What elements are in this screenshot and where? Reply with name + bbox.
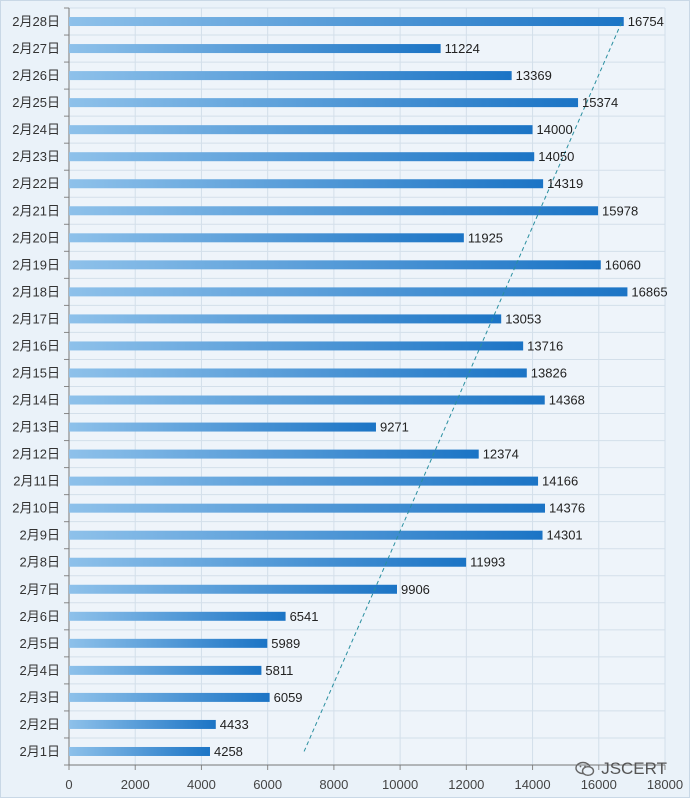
- category-label: 2月28日: [12, 14, 60, 29]
- data-label: 6059: [274, 690, 303, 705]
- data-label: 14376: [549, 501, 585, 516]
- watermark: JSCERT: [575, 759, 667, 779]
- data-label: 12374: [483, 447, 519, 462]
- bar: [69, 503, 546, 513]
- data-label: 6541: [290, 609, 319, 624]
- category-label: 2月27日: [12, 41, 60, 56]
- bar: [69, 557, 467, 567]
- category-label: 2月11日: [13, 474, 60, 489]
- data-label: 9906: [401, 582, 430, 597]
- data-label: 14050: [538, 149, 574, 164]
- category-label: 2月26日: [12, 68, 60, 83]
- x-tick-label: 0: [65, 777, 72, 792]
- data-label: 16754: [628, 14, 664, 29]
- data-label: 9271: [380, 420, 409, 435]
- bar: [69, 395, 545, 405]
- category-label: 2月23日: [12, 149, 60, 164]
- bar: [69, 260, 601, 270]
- bar: [69, 125, 533, 135]
- bar: [69, 233, 464, 243]
- bar: [69, 206, 599, 216]
- data-label: 15374: [582, 95, 618, 110]
- category-label: 2月8日: [20, 555, 60, 570]
- data-label: 4433: [220, 717, 249, 732]
- data-label: 14368: [549, 393, 585, 408]
- bar: [69, 476, 539, 486]
- category-label: 2月16日: [12, 338, 60, 353]
- category-label: 2月25日: [12, 95, 60, 110]
- bar: [69, 71, 512, 81]
- data-label: 13053: [505, 311, 541, 326]
- x-tick-label: 10000: [382, 777, 418, 792]
- data-label: 14319: [547, 176, 583, 191]
- category-label: 2月1日: [20, 744, 60, 759]
- category-label: 2月20日: [12, 230, 60, 245]
- data-label: 16865: [631, 284, 667, 299]
- category-label: 2月12日: [12, 447, 60, 462]
- data-label: 15978: [602, 203, 638, 218]
- category-label: 2月14日: [12, 393, 60, 408]
- data-label: 14000: [537, 122, 573, 137]
- category-label: 2月17日: [12, 311, 60, 326]
- bar: [69, 368, 527, 378]
- bar: [69, 341, 524, 351]
- bar: [69, 665, 262, 675]
- bar: [69, 44, 441, 54]
- data-label: 11993: [470, 555, 505, 570]
- bar: [69, 422, 376, 432]
- data-label: 11224: [445, 41, 480, 56]
- bar: [69, 746, 210, 756]
- bar: [69, 584, 397, 594]
- data-label: 5989: [271, 636, 300, 651]
- watermark-text: JSCERT: [601, 759, 667, 778]
- data-label: 11925: [468, 230, 503, 245]
- category-label: 2月9日: [20, 528, 60, 543]
- bar: [69, 530, 543, 540]
- x-tick-label: 2000: [121, 777, 150, 792]
- data-label: 14301: [547, 528, 583, 543]
- category-label: 2月10日: [12, 501, 60, 516]
- x-tick-label: 12000: [448, 777, 484, 792]
- bar: [69, 287, 628, 297]
- x-tick-label: 8000: [319, 777, 348, 792]
- category-label: 2月21日: [12, 203, 60, 218]
- data-label: 14166: [542, 474, 578, 489]
- bar: [69, 17, 624, 27]
- bar: [69, 314, 502, 324]
- bar: [69, 179, 544, 189]
- data-label: 5811: [265, 663, 293, 678]
- data-label: 4258: [214, 744, 243, 759]
- bar: [69, 449, 479, 459]
- category-label: 2月19日: [12, 257, 60, 272]
- bar: [69, 611, 286, 621]
- x-tick-label: 14000: [514, 777, 550, 792]
- category-label: 2月4日: [20, 663, 60, 678]
- wechat-icon: [575, 761, 595, 777]
- category-label: 2月15日: [12, 365, 60, 380]
- x-tick-label: 16000: [581, 777, 617, 792]
- category-label: 2月18日: [12, 284, 60, 299]
- category-label: 2月3日: [20, 690, 60, 705]
- bar: [69, 692, 270, 702]
- category-label: 2月2日: [20, 717, 60, 732]
- category-label: 2月13日: [12, 420, 60, 435]
- bar: [69, 152, 535, 162]
- category-label: 2月6日: [20, 609, 60, 624]
- category-label: 2月7日: [20, 582, 60, 597]
- data-label: 13716: [527, 338, 563, 353]
- category-label: 2月5日: [20, 636, 60, 651]
- data-label: 16060: [605, 257, 641, 272]
- bar: [69, 719, 216, 729]
- x-tick-label: 6000: [253, 777, 282, 792]
- bar: [69, 98, 579, 108]
- bar: [69, 638, 268, 648]
- data-label: 13369: [516, 68, 552, 83]
- category-label: 2月24日: [12, 122, 60, 137]
- x-tick-label: 18000: [647, 777, 683, 792]
- category-label: 2月22日: [12, 176, 60, 191]
- x-tick-label: 4000: [187, 777, 216, 792]
- data-label: 13826: [531, 365, 567, 380]
